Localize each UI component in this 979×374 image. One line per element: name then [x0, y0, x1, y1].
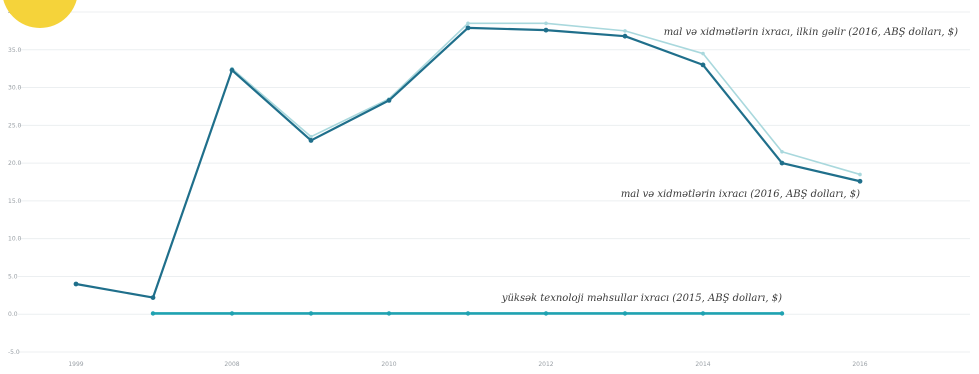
data-point	[73, 281, 79, 287]
y-tick-label: 35.0	[8, 47, 22, 54]
series-line	[231, 22, 861, 176]
data-point	[780, 149, 784, 154]
data-point	[700, 311, 706, 316]
series-label-hightech: yüksək texnoloji məhsullar ixracı (2015,…	[501, 293, 782, 304]
y-tick-label: 0.0	[8, 311, 18, 318]
data-point	[465, 25, 471, 31]
series-3	[150, 311, 785, 316]
y-tick-label: 10.0	[8, 236, 22, 243]
series-label-primary-income: mal və xidmətlərin ixracı, ilkin gəlir (…	[664, 27, 958, 38]
y-tick-label: -5.0	[8, 349, 20, 356]
data-point	[779, 311, 785, 316]
data-point	[779, 160, 785, 166]
y-tick-label: 30.0	[8, 85, 22, 92]
data-point	[623, 29, 627, 33]
data-point	[701, 51, 705, 56]
y-tick-label: 25.0	[8, 122, 22, 129]
data-point	[386, 311, 392, 316]
data-point	[229, 311, 235, 316]
data-point	[150, 311, 156, 316]
x-tick-label: 2008	[224, 361, 239, 368]
data-point	[622, 33, 628, 39]
x-tick-label: 2012	[538, 361, 553, 368]
series-label-exports: mal və xidmətlərin ixracı (2016, ABŞ dol…	[621, 189, 860, 200]
y-tick-label: 5.0	[8, 273, 18, 280]
x-tick-label: 2016	[852, 361, 867, 368]
data-point	[465, 311, 471, 316]
x-tick-label: 1999	[68, 361, 83, 368]
series-2	[73, 25, 863, 300]
data-point	[858, 172, 862, 177]
data-point	[544, 21, 548, 26]
data-point	[466, 21, 470, 26]
data-point	[309, 134, 313, 139]
data-point	[150, 295, 156, 300]
corner-badge	[3, 0, 77, 28]
x-axis: 1999 2008 2010 2012 2014 2016	[68, 361, 867, 368]
y-tick-label: 15.0	[8, 198, 22, 205]
x-tick-label: 2014	[695, 361, 710, 368]
data-point	[543, 27, 549, 33]
x-tick-label: 2010	[381, 361, 396, 368]
data-point	[622, 311, 628, 316]
grid-lines	[18, 11, 970, 353]
y-tick-label: 20.0	[8, 160, 22, 167]
data-point	[229, 67, 235, 73]
data-point	[308, 311, 314, 316]
y-axis: -5.00.05.010.015.020.025.030.035.040.0	[8, 9, 22, 356]
data-point	[308, 138, 314, 143]
data-point	[386, 98, 392, 103]
data-point	[857, 178, 863, 184]
series-layer	[73, 21, 863, 316]
series-1	[230, 21, 862, 177]
data-point	[543, 311, 549, 316]
data-point	[700, 62, 706, 68]
